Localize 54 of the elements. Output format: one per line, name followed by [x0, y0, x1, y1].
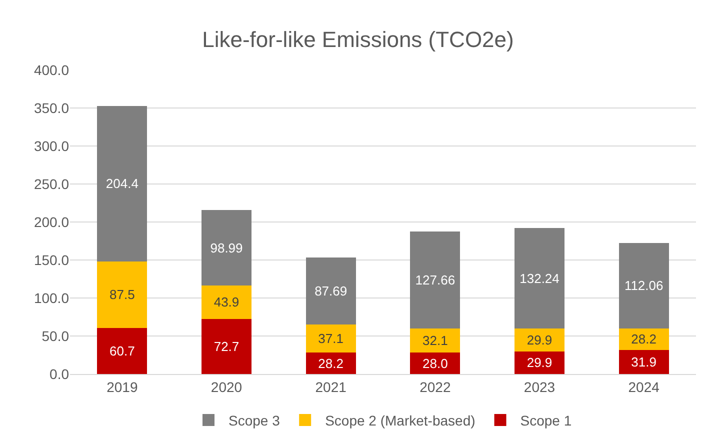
- y-tick-label: 250.0: [34, 176, 70, 192]
- data-label: 127.66: [415, 272, 456, 288]
- x-tick-label: 2022: [420, 378, 451, 395]
- data-label: 37.1: [318, 330, 344, 346]
- bar: [306, 352, 356, 374]
- bar: [201, 210, 252, 286]
- data-label: 28.0: [422, 356, 448, 371]
- data-label: 87.5: [110, 287, 135, 302]
- data-label: 31.9: [631, 354, 656, 370]
- data-label: 29.9: [526, 332, 552, 348]
- bar: [410, 352, 460, 374]
- bar: [97, 106, 148, 262]
- bar: [410, 328, 460, 353]
- bar: [410, 231, 460, 328]
- legend-label: Scope 1: [520, 412, 572, 428]
- data-label: 29.9: [526, 355, 552, 370]
- bar: [306, 324, 356, 353]
- bar: [618, 328, 669, 350]
- bar: [514, 228, 565, 329]
- bar: [201, 318, 252, 374]
- data-label: 112.06: [624, 278, 664, 294]
- legend-label: Scope 3: [228, 412, 280, 428]
- bar: [618, 243, 669, 328]
- y-tick-label: 0.0: [50, 366, 70, 382]
- x-tick-label: 2019: [106, 378, 138, 395]
- x-tick-label: 2023: [524, 378, 556, 395]
- legend-label: Scope 2 (Market-based): [325, 412, 476, 428]
- data-label: 87.69: [314, 284, 348, 299]
- data-label: 28.2: [318, 356, 344, 371]
- bar: [97, 328, 148, 374]
- y-tick-label: 200.0: [34, 214, 70, 230]
- x-tick-label: 2024: [628, 378, 660, 395]
- chart-title: Like-for-like Emissions (TCO2e): [202, 26, 514, 52]
- x-tick-label: 2021: [315, 378, 347, 395]
- data-label: 60.7: [110, 343, 135, 358]
- bar: [306, 258, 356, 324]
- y-tick-label: 50.0: [42, 328, 70, 344]
- bar: [201, 285, 252, 319]
- y-tick-label: 350.0: [34, 100, 70, 116]
- data-label: 204.4: [106, 176, 138, 192]
- data-label: 98.99: [210, 240, 243, 256]
- y-tick-label: 100.0: [34, 290, 70, 306]
- bar: [97, 261, 148, 328]
- data-label: 132.24: [520, 270, 560, 286]
- data-label: 32.1: [422, 333, 448, 348]
- data-label: 43.9: [214, 294, 240, 310]
- x-tick-label: 2020: [210, 378, 242, 395]
- bar: [618, 350, 669, 374]
- data-label: 72.7: [214, 338, 240, 354]
- y-tick-label: 150.0: [34, 252, 70, 268]
- y-tick-label: 400.0: [34, 62, 70, 78]
- y-tick-label: 300.0: [34, 138, 70, 154]
- bar: [514, 328, 565, 352]
- data-label: 28.2: [631, 332, 656, 347]
